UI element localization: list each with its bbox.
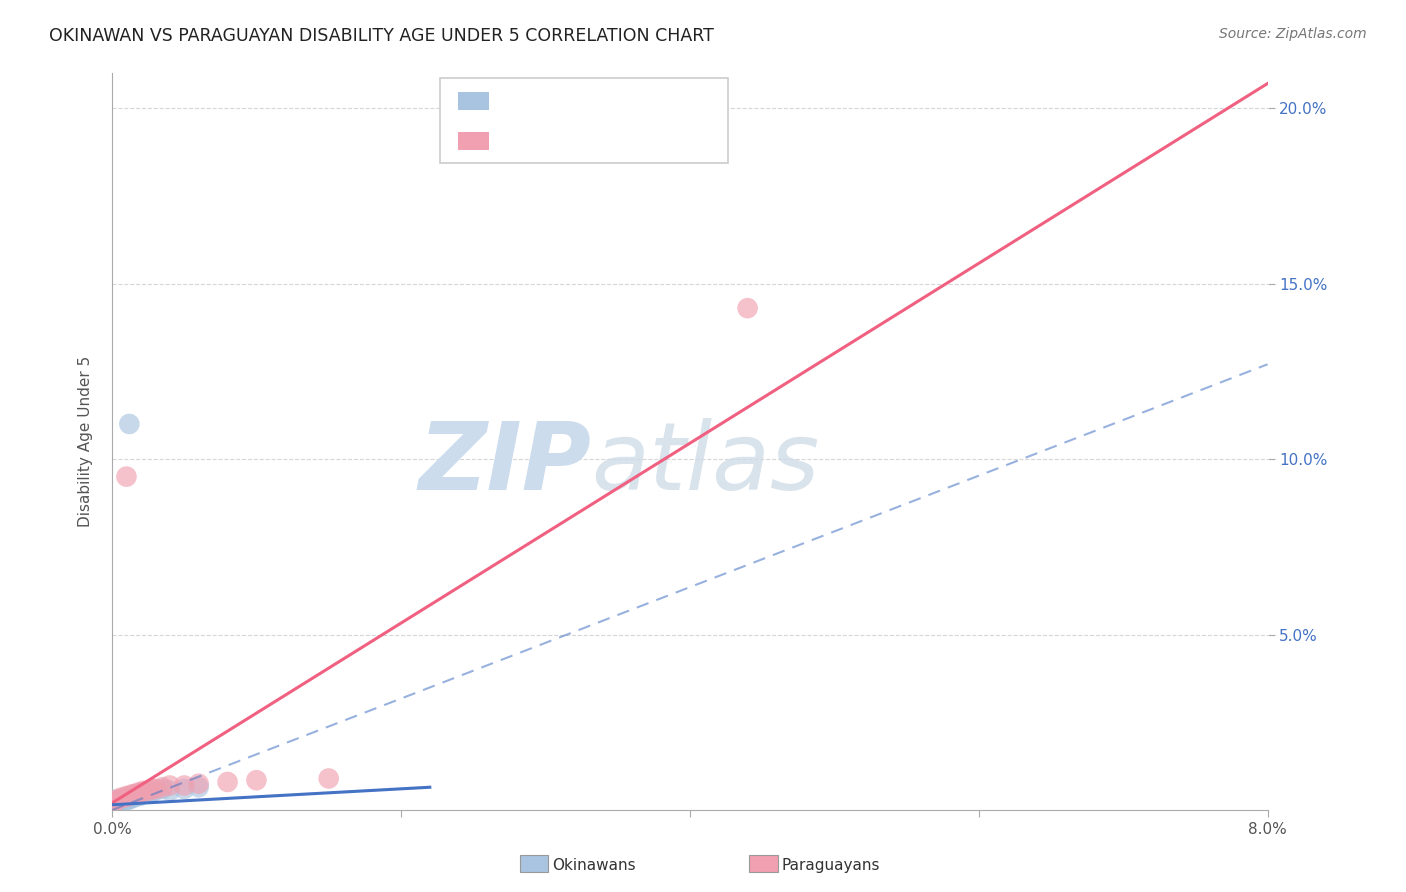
Text: Source: ZipAtlas.com: Source: ZipAtlas.com: [1219, 27, 1367, 41]
Point: [129, 785, 152, 799]
Point: [101, 796, 124, 810]
Point: [101, 796, 124, 810]
Point: [118, 789, 141, 803]
Text: Okinawans: Okinawans: [553, 858, 636, 872]
Point: [105, 796, 128, 810]
Point: [120, 790, 142, 805]
Point: [101, 797, 124, 812]
Point: [134, 785, 156, 799]
Point: [118, 417, 141, 431]
Point: [187, 780, 209, 795]
Text: R =: R =: [495, 132, 531, 150]
Point: [121, 787, 143, 801]
Point: [121, 789, 143, 803]
Point: [159, 779, 181, 793]
Point: [101, 792, 124, 806]
Point: [187, 777, 209, 791]
Point: [124, 789, 146, 803]
Point: [141, 782, 163, 797]
Point: [127, 785, 149, 799]
Point: [124, 787, 146, 801]
Point: [110, 794, 132, 808]
Point: [136, 785, 159, 799]
Text: R =: R =: [495, 92, 531, 110]
Text: Paraguayans: Paraguayans: [782, 858, 880, 872]
Point: [117, 792, 139, 806]
Point: [101, 794, 124, 808]
Point: [115, 792, 138, 806]
Point: [118, 790, 141, 805]
Point: [122, 790, 145, 805]
Text: ZIP: ZIP: [419, 417, 592, 509]
Text: N =: N =: [595, 92, 631, 110]
Point: [128, 789, 150, 803]
Text: 0.894: 0.894: [531, 132, 583, 150]
Point: [110, 790, 132, 805]
Point: [115, 469, 138, 483]
Point: [152, 782, 174, 797]
Text: 24: 24: [630, 132, 654, 150]
Text: 42: 42: [630, 92, 654, 110]
Point: [143, 782, 166, 797]
Point: [104, 794, 127, 808]
Point: [139, 785, 162, 799]
Point: [122, 789, 145, 803]
Point: [104, 797, 127, 812]
Point: [107, 796, 129, 810]
Point: [111, 792, 134, 806]
Point: [143, 783, 166, 797]
Point: [737, 301, 759, 315]
Point: [115, 789, 138, 803]
Point: [101, 801, 124, 815]
Point: [127, 787, 149, 801]
Y-axis label: Disability Age Under 5: Disability Age Under 5: [79, 356, 93, 527]
Point: [131, 787, 153, 801]
Text: 0.131: 0.131: [531, 92, 583, 110]
Point: [101, 796, 124, 810]
Point: [108, 794, 131, 808]
Point: [114, 792, 136, 806]
Text: OKINAWAN VS PARAGUAYAN DISABILITY AGE UNDER 5 CORRELATION CHART: OKINAWAN VS PARAGUAYAN DISABILITY AGE UN…: [49, 27, 714, 45]
Point: [129, 787, 152, 801]
Point: [159, 783, 181, 797]
Point: [112, 790, 135, 805]
Point: [245, 773, 267, 788]
Point: [125, 789, 148, 803]
Point: [118, 792, 141, 806]
Point: [217, 775, 239, 789]
Point: [136, 783, 159, 797]
Point: [173, 782, 195, 797]
Point: [120, 789, 142, 803]
Text: atlas: atlas: [592, 418, 820, 509]
Point: [112, 792, 135, 806]
Point: [132, 785, 155, 799]
Point: [101, 796, 124, 810]
Point: [107, 792, 129, 806]
Point: [101, 799, 124, 814]
Point: [318, 772, 340, 786]
Point: [132, 783, 155, 797]
Text: N =: N =: [595, 132, 631, 150]
Point: [115, 790, 138, 805]
Point: [173, 779, 195, 793]
Point: [101, 794, 124, 808]
Point: [101, 799, 124, 814]
Point: [152, 780, 174, 795]
Point: [108, 792, 131, 806]
